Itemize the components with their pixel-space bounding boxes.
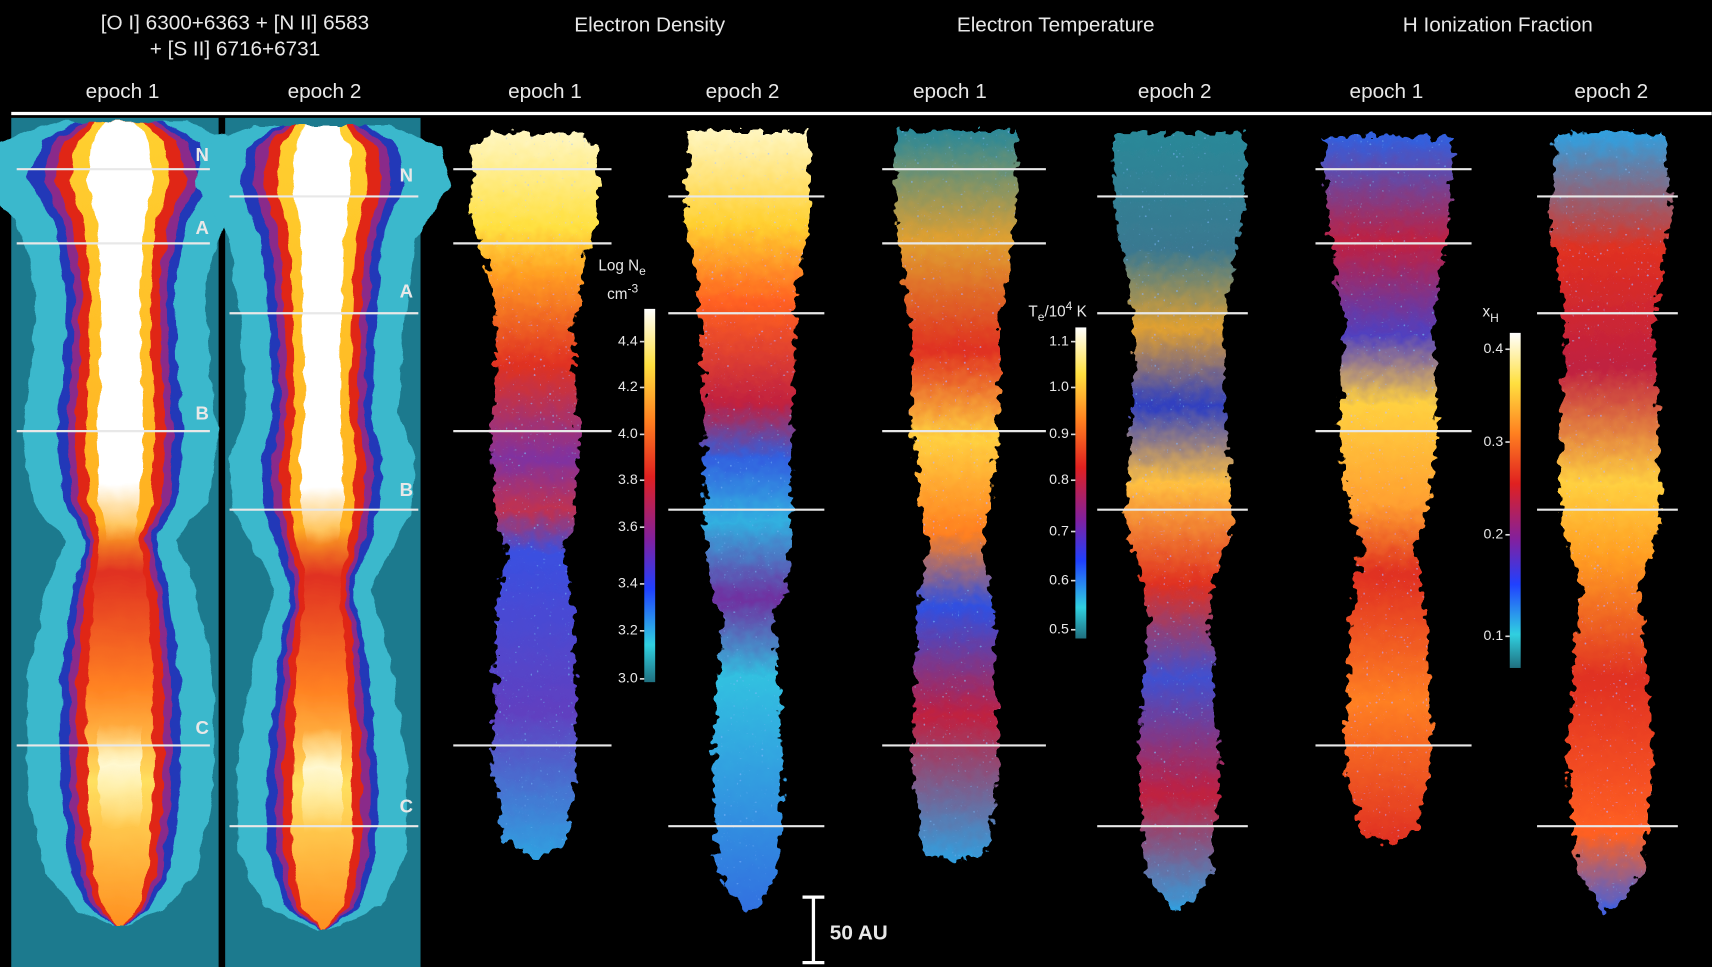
colorbar-tick-label: 0.8 (1049, 472, 1069, 488)
epoch-label: epoch 2 (1574, 80, 1648, 103)
epoch-label: epoch 2 (288, 80, 362, 103)
panel-title: + [S II] 6716+6731 (150, 38, 320, 61)
colorbar-tick-label: 4.0 (618, 426, 638, 442)
colorbar-tick-label: 3.2 (618, 623, 638, 639)
colorbar-tick-label: 4.4 (618, 333, 638, 349)
knot-label: N (400, 165, 413, 186)
colorbar-tick-label: 3.8 (618, 472, 638, 488)
colorbar (1075, 327, 1086, 638)
colorbar-tick-label: 1.1 (1049, 333, 1069, 349)
label-part: -3 (628, 282, 639, 296)
colorbar (1510, 333, 1521, 668)
epoch-label: epoch 1 (913, 80, 987, 103)
colorbar-tick-label: 0.7 (1049, 523, 1069, 539)
parameter-map (685, 131, 812, 911)
knot-label: B (196, 403, 209, 424)
label-part: K (1072, 304, 1087, 321)
colorbar-tick-label: 3.4 (618, 576, 638, 592)
panel-title: [O I] 6300+6363 + [N II] 6583 (101, 11, 369, 34)
colorbar-label: Te/104 K (1028, 299, 1087, 324)
colorbar-label: cm-3 (607, 282, 638, 304)
label-part: e (639, 264, 646, 278)
label-part: /10 (1044, 304, 1065, 321)
panel-title: Electron Temperature (957, 14, 1155, 37)
parameter-map (1114, 133, 1245, 911)
colorbar-tick-label: 3.0 (618, 671, 638, 687)
colorbar-tick-label: 0.9 (1049, 426, 1069, 442)
parameter-map (472, 133, 599, 857)
colorbar-tick-label: 0.6 (1049, 572, 1069, 588)
epoch-label: epoch 2 (1138, 80, 1212, 103)
figure: [O I] 6300+6363 + [N II] 6583 + [S II] 6… (0, 0, 1712, 967)
parameter-map (895, 131, 1015, 862)
label-part: Log N (598, 258, 639, 275)
knot-label: B (400, 479, 413, 500)
epoch-label: epoch 2 (706, 80, 780, 103)
knot-label: C (400, 796, 413, 817)
titles: [O I] 6300+6363 + [N II] 6583 + [S II] 6… (101, 11, 1593, 60)
panel-title: Electron Density (574, 14, 725, 37)
epoch-label: epoch 1 (1350, 80, 1424, 103)
knot-label: A (400, 280, 413, 301)
colorbar-tick-label: 0.3 (1484, 434, 1504, 450)
knot-label: A (196, 217, 209, 238)
colorbar-label: Log Ne (598, 258, 646, 278)
page: [O I] 6300+6363 + [N II] 6583 + [S II] 6… (0, 0, 1712, 967)
label-part: H (1490, 311, 1499, 325)
colorbar (644, 309, 655, 682)
colorbar-tick-label: 3.6 (618, 519, 638, 535)
colorbar-tick-label: 0.5 (1049, 622, 1069, 638)
colorbar-tick-label: 1.0 (1049, 379, 1069, 395)
parameter-map (1550, 133, 1670, 911)
knot-label: N (196, 144, 209, 165)
epoch-label: epoch 1 (508, 80, 582, 103)
knot-label: C (196, 717, 209, 738)
panel-title: H Ionization Fraction (1403, 14, 1593, 37)
colorbar-tick-label: 0.2 (1484, 527, 1504, 543)
epoch-label: epoch 1 (86, 80, 160, 103)
label-part: cm (607, 286, 627, 303)
label-part: T (1028, 304, 1037, 321)
colorbar-label: xH (1482, 304, 1498, 325)
scale-label: 50 AU (830, 922, 888, 945)
colorbar-tick-label: 0.4 (1484, 341, 1504, 357)
colorbar-tick-label: 0.1 (1484, 628, 1504, 644)
colorbar-tick-label: 4.2 (618, 379, 638, 395)
scale-bar: 50 AU (803, 897, 888, 962)
